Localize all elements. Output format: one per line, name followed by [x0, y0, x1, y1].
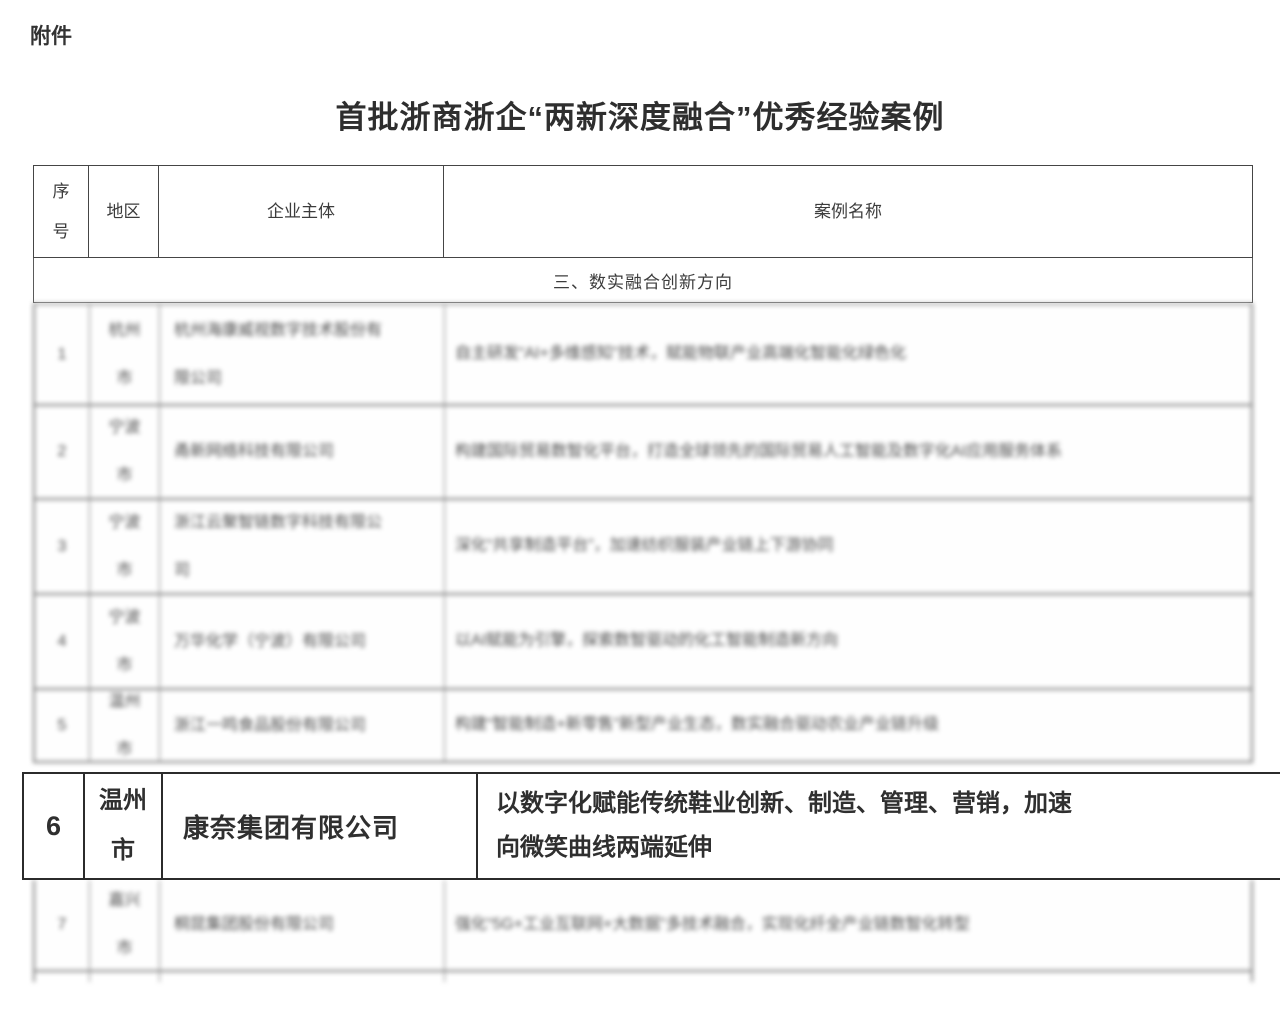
cell-company: 万华化学（宁波）有限公司	[159, 595, 444, 688]
table-row: 3 宁波市 浙江云聚智链数字科技有限公司 深化“共享制造平台”，加速纺织服装产业…	[33, 500, 1253, 595]
cell-case-name: 以AI赋能为引擎，探索数智驱动的化工智能制造新方向	[444, 595, 1251, 688]
table-row: 7 嘉兴市 桐昆集团股份有限公司 强化“5G+工业互联网+大数据”多技术融合，实…	[33, 880, 1253, 972]
cell-region: 宁波市	[89, 500, 159, 593]
cell-case-name: 强化“5G+工业互联网+大数据”多技术融合，实现化纤全产业链数智化转型	[444, 880, 1251, 970]
cell-case-name: 自主研发“AI+多维感知”技术，赋能物联产业高端化智能化绿色化	[444, 305, 1251, 404]
header-cell-company: 企业主体	[158, 166, 443, 257]
cell-region: 宁波市	[89, 406, 159, 498]
cell-case-name: 以数字化赋能传统鞋业创新、制造、管理、营销，加速 向微笑曲线两端延伸	[476, 774, 1280, 878]
blurred-rows-group-top: 1 杭州市 杭州海康威视数字技术股份有限公司 自主研发“AI+多维感知”技术，赋…	[33, 303, 1253, 763]
cell-index: 6	[45, 810, 62, 841]
cell-company: 浙江云聚智链数字科技有限公司	[159, 500, 444, 593]
cases-table: 序号 地区 企业主体 案例名称 三、数实融合创新方向 1 杭州市 杭州海康威视数…	[33, 165, 1253, 982]
header-cell-case-name: 案例名称	[443, 166, 1252, 257]
header-cell-index: 序号	[52, 181, 70, 241]
header-cell-region: 地区	[88, 166, 158, 257]
cell-company: 浙江一鸣食品股份有限公司	[159, 690, 444, 761]
cell-company: 康奈集团有限公司	[161, 774, 476, 878]
cell-company: 杭州海康威视数字技术股份有限公司	[159, 305, 444, 404]
cell-index: 4	[57, 632, 67, 650]
highlight-row: 6 温州市 康奈集团有限公司 以数字化赋能传统鞋业创新、制造、管理、营销，加速 …	[22, 772, 1280, 880]
table-header-row: 序号 地区 企业主体 案例名称	[33, 165, 1253, 258]
cell-region: 温州市	[89, 690, 159, 761]
page-title: 首批浙商浙企“两新深度融合”优秀经验案例	[335, 100, 945, 135]
table-row: 2 宁波市 甬新网络科技有限公司 构建国际贸易数智化平台，打造全球领先的国际贸易…	[33, 406, 1253, 500]
cell-index: 7	[57, 916, 67, 933]
attachment-label: 附件	[30, 25, 72, 48]
section-header-row: 三、数实融合创新方向	[33, 258, 1253, 303]
cell-company: 甬新网络科技有限公司	[159, 406, 444, 498]
cell-company: 桐昆集团股份有限公司	[159, 880, 444, 970]
cell-case-name: 构建“智能制造+新零售”新型产业生态，数实融合驱动农业产业链升级	[444, 690, 1251, 761]
cell-case-name: 深化“共享制造平台”，加速纺织服装产业链上下游协同	[444, 500, 1251, 593]
cell-case-name: 构建国际贸易数智化平台，打造全球领先的国际贸易人工智能及数字化AI应用服务体系	[444, 406, 1251, 498]
cell-index: 2	[57, 443, 67, 460]
cell-region: 嘉兴市	[89, 880, 159, 970]
cell-region: 宁波市	[89, 595, 159, 688]
cell-index: 5	[57, 716, 67, 734]
cell-index: 3	[57, 537, 67, 555]
blurred-rows-group-bottom: 7 嘉兴市 桐昆集团股份有限公司 强化“5G+工业互联网+大数据”多技术融合，实…	[33, 880, 1253, 982]
cell-index: 1	[57, 345, 67, 363]
table-row: 4 宁波市 万华化学（宁波）有限公司 以AI赋能为引擎，探索数智驱动的化工智能制…	[33, 595, 1253, 690]
table-row: 5 温州市 浙江一鸣食品股份有限公司 构建“智能制造+新零售”新型产业生态，数实…	[33, 690, 1253, 763]
cell-region: 温州市	[83, 774, 161, 878]
cutoff-row-stub	[33, 972, 1253, 982]
table-row: 1 杭州市 杭州海康威视数字技术股份有限公司 自主研发“AI+多维感知”技术，赋…	[33, 303, 1253, 406]
cell-region: 杭州市	[89, 305, 159, 404]
